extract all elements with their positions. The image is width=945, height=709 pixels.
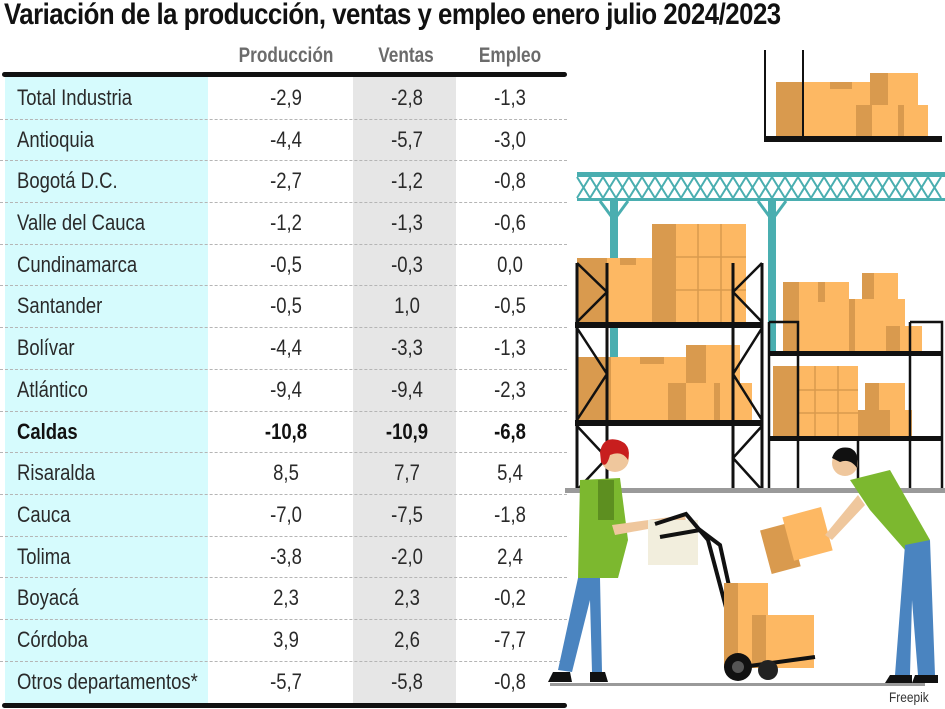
cell-ventas: -5,8 bbox=[391, 668, 423, 694]
row-name: Atlántico bbox=[17, 376, 88, 402]
cell-empleo: -3,0 bbox=[494, 126, 526, 152]
worker-right-icon bbox=[760, 447, 938, 683]
row-name: Boyacá bbox=[17, 585, 79, 611]
cell-empleo: -0,8 bbox=[494, 668, 526, 694]
row-name: Córdoba bbox=[17, 626, 88, 652]
cell-ventas: -3,3 bbox=[391, 335, 423, 361]
hand-truck-icon bbox=[648, 511, 816, 681]
row-name: Total Industria bbox=[17, 85, 133, 110]
cell-empleo: -2,3 bbox=[494, 376, 526, 402]
table-row: Bolívar -4,4 -3,3 -1,3 bbox=[0, 328, 567, 370]
cell-produccion: -4,4 bbox=[270, 126, 302, 152]
image-credit: Freepik bbox=[889, 689, 929, 705]
row-name: Valle del Cauca bbox=[17, 210, 146, 236]
cell-produccion: -9,4 bbox=[270, 376, 302, 402]
row-name: Otros departamentos* bbox=[17, 668, 198, 694]
cell-ventas: -9,4 bbox=[391, 376, 423, 402]
table-row: Boyacá 2,3 2,3 -0,2 bbox=[0, 578, 567, 620]
cell-ventas: -2,8 bbox=[391, 85, 423, 110]
cell-produccion: -0,5 bbox=[270, 293, 302, 319]
cell-produccion: -0,5 bbox=[270, 251, 302, 277]
table-row: Córdoba 3,9 2,6 -7,7 bbox=[0, 620, 567, 662]
right-rack-frame-icon bbox=[767, 320, 944, 490]
row-name: Santander bbox=[17, 293, 103, 319]
cell-produccion: -2,9 bbox=[270, 85, 302, 110]
table-row: Cauca -7,0 -7,5 -1,8 bbox=[0, 495, 567, 537]
cell-empleo: -7,7 bbox=[494, 626, 526, 652]
table-bottom-rule bbox=[2, 703, 567, 708]
table-top-rule bbox=[2, 72, 567, 77]
table-row: Bogotá D.C. -2,7 -1,2 -0,8 bbox=[0, 161, 567, 204]
cell-ventas: -5,7 bbox=[391, 126, 423, 152]
cell-produccion: 2,3 bbox=[273, 585, 299, 611]
cell-ventas: -0,3 bbox=[391, 251, 423, 277]
cell-ventas: -7,5 bbox=[391, 501, 423, 527]
cell-empleo: -1,3 bbox=[494, 335, 526, 361]
cell-ventas: -2,0 bbox=[391, 543, 423, 569]
top-shelf-icon bbox=[764, 50, 942, 142]
floor-line bbox=[565, 488, 945, 493]
row-name: Cauca bbox=[17, 501, 71, 527]
cell-produccion: -5,7 bbox=[270, 668, 302, 694]
cell-produccion: -1,2 bbox=[270, 210, 302, 236]
data-table: Total Industria -2,9 -2,8 -1,3 Antioquia… bbox=[0, 78, 567, 703]
table-row: Valle del Cauca -1,2 -1,3 -0,6 bbox=[0, 203, 567, 245]
cell-ventas: 2,6 bbox=[394, 626, 420, 652]
row-name: Caldas bbox=[17, 418, 78, 444]
cell-produccion: 3,9 bbox=[273, 626, 299, 652]
header-produccion: Producción bbox=[238, 44, 334, 67]
row-name: Tolima bbox=[17, 543, 71, 569]
ground-line bbox=[550, 683, 925, 686]
header-empleo: Empleo bbox=[478, 44, 542, 67]
cell-empleo: -0,2 bbox=[494, 585, 526, 611]
cell-empleo: -6,8 bbox=[494, 418, 526, 444]
left-rack-frame-icon bbox=[575, 262, 764, 491]
cell-produccion: -2,7 bbox=[270, 168, 302, 194]
row-name: Risaralda bbox=[17, 460, 96, 486]
cell-ventas: -1,2 bbox=[391, 168, 423, 194]
cell-produccion: -3,8 bbox=[270, 543, 302, 569]
cell-empleo: 2,4 bbox=[497, 543, 523, 569]
header-ventas: Ventas bbox=[378, 44, 434, 67]
cell-empleo: -0,6 bbox=[494, 210, 526, 236]
row-name: Antioquia bbox=[17, 126, 95, 152]
cell-ventas: 7,7 bbox=[394, 460, 420, 486]
table-row: Total Industria -2,9 -2,8 -1,3 bbox=[0, 78, 567, 120]
cell-produccion: -10,8 bbox=[264, 418, 308, 444]
cell-empleo: -0,5 bbox=[494, 293, 526, 319]
warehouse-illustration bbox=[548, 50, 945, 686]
cell-ventas: -1,3 bbox=[391, 210, 423, 236]
column-headers: Producción Ventas Empleo bbox=[0, 44, 570, 70]
table-row: Cundinamarca -0,5 -0,3 0,0 bbox=[0, 245, 567, 287]
ventas-column-background bbox=[353, 77, 456, 703]
page-title: Variación de la producción, ventas y emp… bbox=[4, 0, 781, 31]
row-name: Cundinamarca bbox=[17, 251, 138, 277]
cell-empleo: 5,4 bbox=[497, 460, 523, 486]
table-row: Tolima -3,8 -2,0 2,4 bbox=[0, 537, 567, 579]
cell-ventas: 2,3 bbox=[394, 585, 420, 611]
table-row: Antioquia -4,4 -5,7 -3,0 bbox=[0, 120, 567, 162]
cell-ventas: 1,0 bbox=[394, 293, 420, 319]
cell-ventas: -10,9 bbox=[385, 418, 429, 444]
row-name: Bogotá D.C. bbox=[17, 168, 118, 194]
cell-produccion: 8,5 bbox=[273, 460, 299, 486]
table-row-highlighted: Caldas -10,8 -10,9 -6,8 bbox=[0, 412, 567, 454]
cell-empleo: -1,3 bbox=[494, 85, 526, 110]
cell-produccion: -7,0 bbox=[270, 501, 302, 527]
cell-produccion: -4,4 bbox=[270, 335, 302, 361]
table-row: Risaralda 8,5 7,7 5,4 bbox=[0, 453, 567, 495]
table-row: Atlántico -9,4 -9,4 -2,3 bbox=[0, 370, 567, 412]
table-row: Otros departamentos* -5,7 -5,8 -0,8 bbox=[0, 662, 567, 704]
cell-empleo: 0,0 bbox=[497, 251, 523, 277]
name-column-background bbox=[5, 77, 208, 703]
cell-empleo: -1,8 bbox=[494, 501, 526, 527]
table-row: Santander -0,5 1,0 -0,5 bbox=[0, 286, 567, 329]
right-rack-boxes-icon bbox=[773, 273, 922, 436]
row-name: Bolívar bbox=[17, 335, 75, 361]
cell-empleo: -0,8 bbox=[494, 168, 526, 194]
